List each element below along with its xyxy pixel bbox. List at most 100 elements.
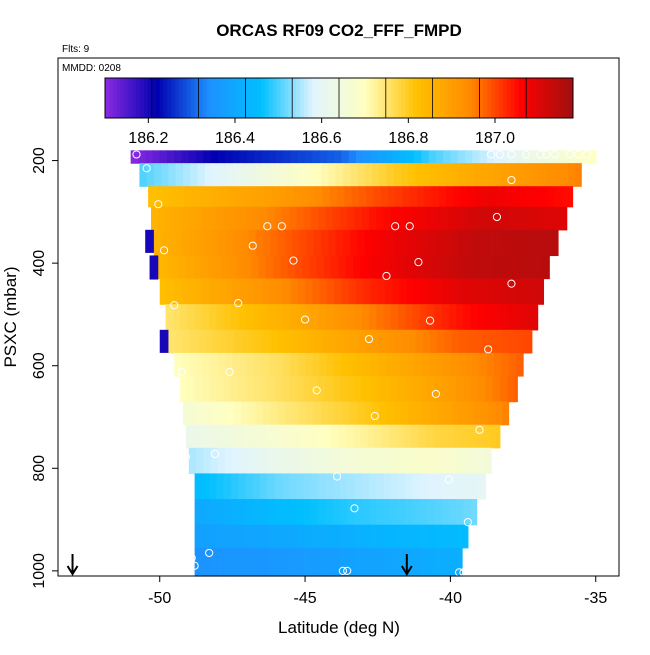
heatmap-cell <box>239 447 248 475</box>
colorbar-swatch <box>206 78 211 118</box>
heatmap-cell <box>521 206 530 231</box>
heatmap-cell <box>357 229 366 257</box>
heatmap-cell <box>212 229 220 257</box>
heatmap-cell <box>274 547 283 577</box>
heatmap-cell <box>441 473 450 500</box>
heatmap-cell <box>310 206 319 231</box>
heatmap-cell <box>430 329 438 354</box>
heatmap-cell <box>145 150 154 164</box>
heatmap-cell <box>209 547 218 577</box>
heatmap-cell <box>451 401 460 426</box>
heatmap-cell <box>318 304 327 331</box>
heatmap-cell <box>297 150 306 164</box>
heatmap-cell <box>226 163 235 187</box>
heatmap-cell <box>457 150 466 164</box>
colorbar-swatch <box>128 78 133 118</box>
heatmap-cell <box>274 499 283 526</box>
heatmap-cell <box>296 375 305 403</box>
heatmap-cell <box>303 375 312 403</box>
colorbar-swatch <box>136 78 141 118</box>
heatmap-cell <box>531 229 540 257</box>
heatmap-cell <box>369 206 377 231</box>
heatmap-cell <box>273 424 281 449</box>
heatmap-cell <box>539 163 547 187</box>
heatmap-cell <box>392 352 401 377</box>
heatmap-cell <box>434 375 443 403</box>
heatmap-cell <box>238 375 247 403</box>
date-label: MMDD: 0208 <box>62 63 121 74</box>
heatmap-cell <box>546 229 555 257</box>
heatmap-cell <box>318 473 327 500</box>
heatmap-cell <box>332 547 341 577</box>
heatmap-cell <box>540 186 549 208</box>
heatmap-cell <box>347 206 356 231</box>
heatmap-cell <box>550 206 559 231</box>
heatmap-cell <box>443 278 452 305</box>
heatmap-cell <box>217 352 226 377</box>
heatmap-cell <box>501 278 510 305</box>
flights-label: Flts: 9 <box>62 44 90 55</box>
heatmap-cell <box>448 499 457 526</box>
heatmap-cell <box>172 304 181 331</box>
heatmap-cell <box>350 401 358 426</box>
heatmap-cell <box>258 255 267 280</box>
down-arrow-icon <box>66 554 79 576</box>
heatmap-cell <box>335 163 344 187</box>
heatmap-cell <box>296 473 305 500</box>
heatmap-cell <box>581 150 590 164</box>
heatmap-cell <box>216 499 225 526</box>
heatmap-cell <box>451 329 460 354</box>
heatmap-cell <box>450 447 459 475</box>
heatmap-cell <box>376 499 385 526</box>
heatmap-cell <box>238 304 247 331</box>
heatmap-cell <box>361 304 370 331</box>
colorbar-swatch <box>389 78 395 118</box>
heatmap-cell <box>547 186 556 208</box>
heatmap-cell <box>244 424 252 449</box>
heatmap-cell <box>248 329 257 354</box>
arrow-markers <box>66 554 413 576</box>
heatmap-cell <box>223 499 232 526</box>
heatmap-cell <box>496 186 505 208</box>
colorbar-swatch <box>506 78 512 118</box>
heatmap-cell <box>448 473 457 500</box>
heatmap-cell <box>260 206 268 231</box>
heatmap-cell <box>499 375 508 403</box>
heatmap-cell <box>331 424 340 449</box>
heatmap-cell <box>478 375 486 403</box>
heatmap-cell <box>386 401 395 426</box>
colorbar-swatch <box>354 78 359 118</box>
heatmap-cell <box>239 352 248 377</box>
sample-point <box>484 345 493 354</box>
sample-point <box>338 566 347 575</box>
heatmap-cell <box>226 401 235 426</box>
heatmap-cell <box>383 499 392 526</box>
colorbar-swatch <box>296 78 301 118</box>
colorbar-swatch <box>319 78 324 118</box>
heatmap-cell <box>434 499 443 526</box>
colorbar-swatch <box>280 78 285 118</box>
heatmap-cell <box>342 229 351 257</box>
heatmap-cell <box>286 186 295 208</box>
colorbar-swatch <box>448 78 453 118</box>
heatmap-cell <box>175 229 184 257</box>
heatmap-cell <box>213 186 222 208</box>
colorbar-swatch <box>541 78 547 118</box>
colorbar-swatch <box>440 78 445 118</box>
heatmap-cell <box>338 424 347 449</box>
heatmap-cell <box>385 352 393 377</box>
heatmap-cell <box>181 278 190 305</box>
heatmap-cell <box>216 547 225 577</box>
sample-point <box>507 150 516 159</box>
heatmap-cell <box>467 186 476 208</box>
heatmap-cell <box>485 206 494 231</box>
colorbar-swatch <box>167 78 172 118</box>
heatmap-cell <box>153 229 162 257</box>
heatmap-cell <box>536 304 539 331</box>
heatmap-cell <box>229 424 238 449</box>
heatmap-cell <box>383 547 392 577</box>
heatmap-cell <box>390 206 399 231</box>
heatmap-cell <box>457 352 466 377</box>
heatmap-cell <box>457 278 466 305</box>
heatmap-cell <box>165 304 174 331</box>
